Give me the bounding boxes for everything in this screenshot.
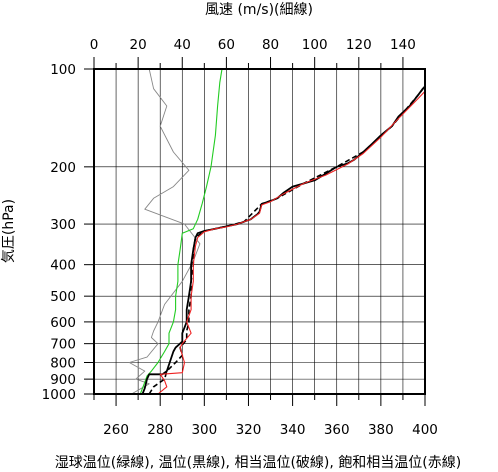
grid bbox=[93, 68, 426, 395]
x-bottom-tick-label: 380 bbox=[368, 422, 394, 438]
y-tick-label: 900 bbox=[50, 372, 76, 388]
x-bottom-tick-label: 280 bbox=[147, 422, 173, 438]
y-tick-label: 400 bbox=[50, 258, 76, 274]
x-top-tick-label: 60 bbox=[218, 37, 235, 53]
x-top-tick-label: 20 bbox=[130, 37, 147, 53]
y-tick-label: 500 bbox=[50, 289, 76, 305]
x-bottom-tick-label: 340 bbox=[280, 422, 306, 438]
y-tick-label: 700 bbox=[50, 337, 76, 353]
tick-labels: 260 280 300 320 340 360 380 400 0 20 40 60 80 100 120 1… bbox=[42, 37, 438, 438]
y-tick-label: 600 bbox=[50, 315, 76, 331]
series-line-saturated-equivalent bbox=[157, 90, 426, 395]
bottom-axis-title: 湿球温位(緑線), 温位(黒線), 相当温位(破線), 飽和相当温位(赤線) bbox=[55, 454, 461, 471]
x-top-tick-label: 120 bbox=[346, 37, 372, 53]
axis-ticks bbox=[84, 57, 426, 406]
x-bottom-tick-label: 300 bbox=[191, 422, 217, 438]
x-top-tick-label: 140 bbox=[390, 37, 416, 53]
y-tick-label: 100 bbox=[50, 62, 76, 78]
x-top-tick-label: 0 bbox=[90, 37, 99, 53]
top-axis-title: 風速 (m/s)(細線) bbox=[205, 2, 313, 18]
x-bottom-tick-label: 320 bbox=[236, 422, 262, 438]
series-line-potential bbox=[141, 85, 426, 395]
x-bottom-tick-label: 400 bbox=[412, 422, 438, 438]
series-line-wet-bulb bbox=[139, 68, 223, 395]
y-tick-label: 1000 bbox=[42, 387, 76, 403]
x-top-tick-label: 40 bbox=[174, 37, 191, 53]
plot-frame bbox=[93, 68, 426, 395]
series-line-wind bbox=[128, 68, 201, 395]
x-bottom-tick-label: 360 bbox=[324, 422, 350, 438]
y-tick-label: 800 bbox=[50, 356, 76, 372]
x-top-tick-label: 100 bbox=[302, 37, 328, 53]
y-tick-label: 200 bbox=[50, 160, 76, 176]
x-top-tick-label: 80 bbox=[262, 37, 279, 53]
series-group bbox=[128, 68, 426, 395]
y-axis-title: 気圧(hPa) bbox=[1, 199, 17, 263]
plot-border bbox=[93, 68, 426, 395]
x-bottom-tick-label: 260 bbox=[103, 422, 129, 438]
y-tick-label: 300 bbox=[50, 217, 76, 233]
